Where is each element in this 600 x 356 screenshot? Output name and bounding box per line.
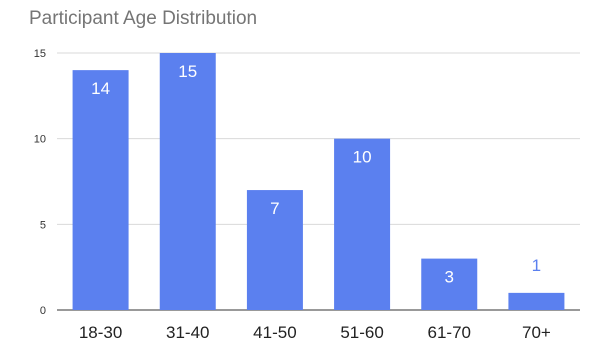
- bar: [73, 70, 129, 310]
- data-label: 10: [353, 148, 372, 167]
- bar: [508, 293, 564, 310]
- x-tick-label: 41-50: [253, 323, 296, 342]
- x-tick-label: 51-60: [340, 323, 383, 342]
- data-label: 7: [270, 199, 279, 218]
- y-tick-label: 5: [40, 219, 46, 231]
- bar: [160, 53, 216, 310]
- y-tick-label: 0: [40, 305, 46, 317]
- x-tick-label: 61-70: [428, 323, 471, 342]
- data-label: 14: [91, 79, 110, 98]
- y-tick-label: 10: [34, 134, 46, 146]
- x-tick-label: 18-30: [79, 323, 122, 342]
- data-label: 1: [532, 256, 541, 275]
- y-tick-label: 15: [34, 48, 46, 60]
- x-tick-label: 70+: [522, 323, 551, 342]
- x-tick-label: 31-40: [166, 323, 209, 342]
- data-label: 15: [178, 62, 197, 81]
- data-label: 3: [445, 268, 454, 287]
